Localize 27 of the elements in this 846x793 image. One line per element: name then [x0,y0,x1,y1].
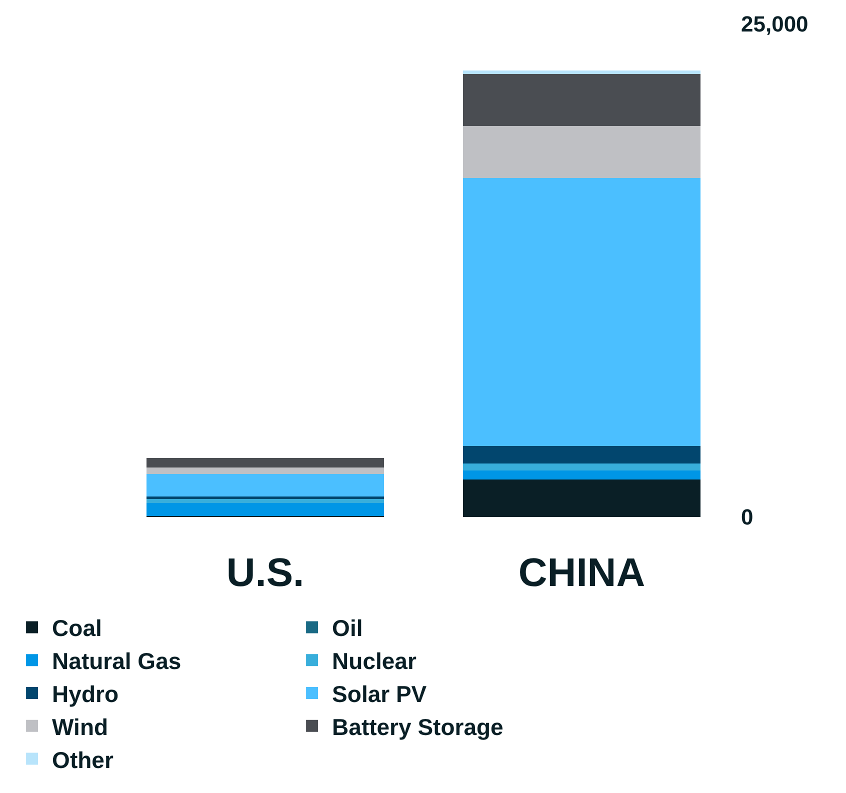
bar [463,70,700,74]
bar [463,446,700,464]
y-tick-label: 25,000 [741,12,808,37]
legend-label: Oil [332,615,363,642]
legend-label: Hydro [52,680,119,707]
bar [463,463,700,470]
bar [146,474,384,496]
bar [463,178,700,446]
legend-label: Other [52,746,114,773]
bar [146,468,384,474]
legend-label: Natural Gas [52,648,182,674]
x-tick-label: U.S. [226,551,304,595]
bar [146,496,384,499]
legend-label: Battery Storage [332,714,504,740]
legend-label: Coal [52,615,102,642]
bar [463,126,700,178]
bar [463,74,700,126]
x-tick-label: CHINA [518,551,646,595]
bar [146,458,384,468]
bar [463,470,700,480]
legend-label: Nuclear [332,648,416,674]
legend-label: Wind [52,714,108,740]
bar [146,498,384,504]
legend-label: Solar PV [332,680,428,707]
y-tick-label: 0 [741,504,754,530]
bar [146,503,384,516]
bar [463,480,700,517]
